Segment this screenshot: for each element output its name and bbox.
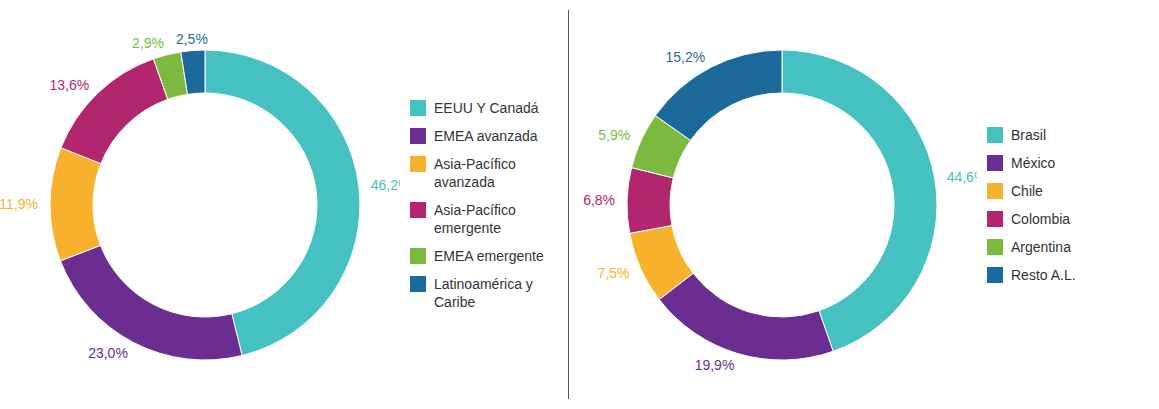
svg-text:2,9%: 2,9% [132, 35, 164, 51]
html-text:Asia-Pacífico avanzada: Asia-Pacífico avanzada [434, 155, 516, 190]
html-text:Resto A.L.: Resto A.L. [1011, 266, 1076, 283]
html-text:EMEA emergente: EMEA emergente [434, 247, 544, 264]
html-text:EMEA avanzada: EMEA avanzada [434, 127, 538, 144]
svg-text:7,5%: 7,5% [598, 265, 630, 281]
svg-text:11,9%: 11,9% [0, 196, 38, 212]
svg-text:5,9%: 5,9% [598, 127, 630, 143]
html-text:EEUU Y Canadá: EEUU Y Canadá [434, 99, 539, 116]
html-text:Asia-Pacífico emergente: Asia-Pacífico emergente [434, 201, 516, 236]
svg-text:19,9%: 19,9% [695, 357, 735, 373]
html-text:Latinoamérica y Caribe: Latinoamérica y Caribe [434, 275, 533, 310]
html-text:México: México [1011, 154, 1056, 171]
svg-text:44,6%: 44,6% [947, 169, 977, 185]
html-text:Colombia: Colombia [1011, 210, 1071, 227]
svg-text:46,2%: 46,2% [371, 177, 400, 193]
svg-text:15,2%: 15,2% [665, 49, 705, 65]
svg-text:2,5%: 2,5% [176, 31, 208, 47]
html-text:Brasil: Brasil [1011, 126, 1046, 143]
svg-text:6,8%: 6,8% [583, 192, 615, 208]
html-text:Chile: Chile [1011, 182, 1043, 199]
svg-text:23,0%: 23,0% [88, 345, 128, 361]
html-text:Argentina: Argentina [1011, 238, 1071, 255]
svg-text:13,6%: 13,6% [50, 77, 90, 93]
